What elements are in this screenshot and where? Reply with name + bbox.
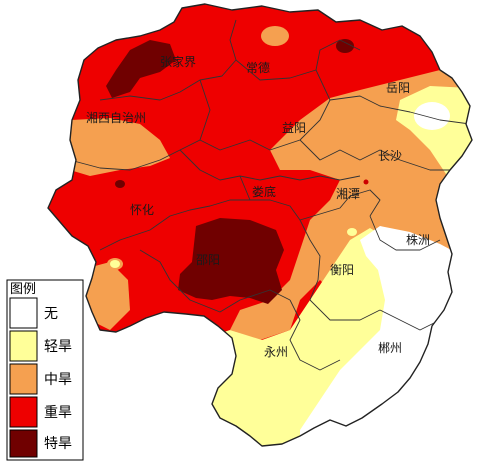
legend-swatch-light	[9, 330, 38, 362]
zone-none-ne	[414, 102, 450, 130]
legend-swatch-exceptional	[9, 429, 38, 458]
legend-swatch-moderate	[9, 363, 38, 395]
city-label-zhuzhou: 株洲	[406, 232, 430, 247]
city-label-loudi: 娄底	[252, 184, 276, 199]
zone-exceptional-center	[178, 218, 284, 304]
city-label-chenzhou: 郴州	[378, 341, 402, 355]
zone-moderate-north	[261, 26, 289, 46]
zone-exceptional-spot	[336, 39, 354, 53]
legend-label-moderate: 中旱	[44, 372, 72, 388]
city-label-changsha: 长沙	[378, 149, 402, 163]
legend-swatch-severe	[9, 396, 38, 428]
city-label-xiangxi: 湘西自治州	[86, 110, 146, 125]
zone-exceptional-spot2	[115, 180, 125, 188]
legend-label-severe: 重旱	[44, 405, 72, 421]
city-label-yiyang: 益阳	[282, 121, 306, 135]
city-label-huaihua: 怀化	[130, 203, 154, 217]
zone-exceptional-north	[106, 40, 176, 98]
city-label-zhangjiajie: 张家界	[160, 54, 196, 69]
legend-label-light: 轻旱	[44, 339, 72, 355]
capital-marker	[363, 179, 369, 185]
city-label-yueyang: 岳阳	[386, 81, 410, 95]
city-label-hengyang: 衡阳	[330, 263, 354, 277]
zone-light-spot2	[347, 228, 357, 236]
city-label-yongzhou: 永州	[264, 345, 288, 359]
legend-label-none: 无	[44, 306, 58, 322]
legend-swatch-none	[9, 297, 38, 329]
zone-moderate-west	[70, 118, 170, 176]
legend: 图例 无 轻旱 中旱 重旱 特旱	[6, 279, 84, 461]
province-outline	[47, 3, 473, 447]
city-label-shaoyang: 邵阳	[196, 253, 220, 267]
legend-label-exceptional: 特旱	[44, 436, 72, 452]
city-labels: 张家界 常德 岳阳 湘西自治州 益阳 长沙 怀化 娄底 湘潭 株洲 邵阳 衡阳 …	[86, 54, 430, 359]
prefecture-borders	[69, 19, 471, 371]
city-label-changde: 常德	[246, 60, 270, 75]
zone-light-spot	[110, 260, 120, 268]
city-label-xiangtan: 湘潭	[336, 186, 360, 201]
legend-title: 图例	[10, 282, 36, 297]
